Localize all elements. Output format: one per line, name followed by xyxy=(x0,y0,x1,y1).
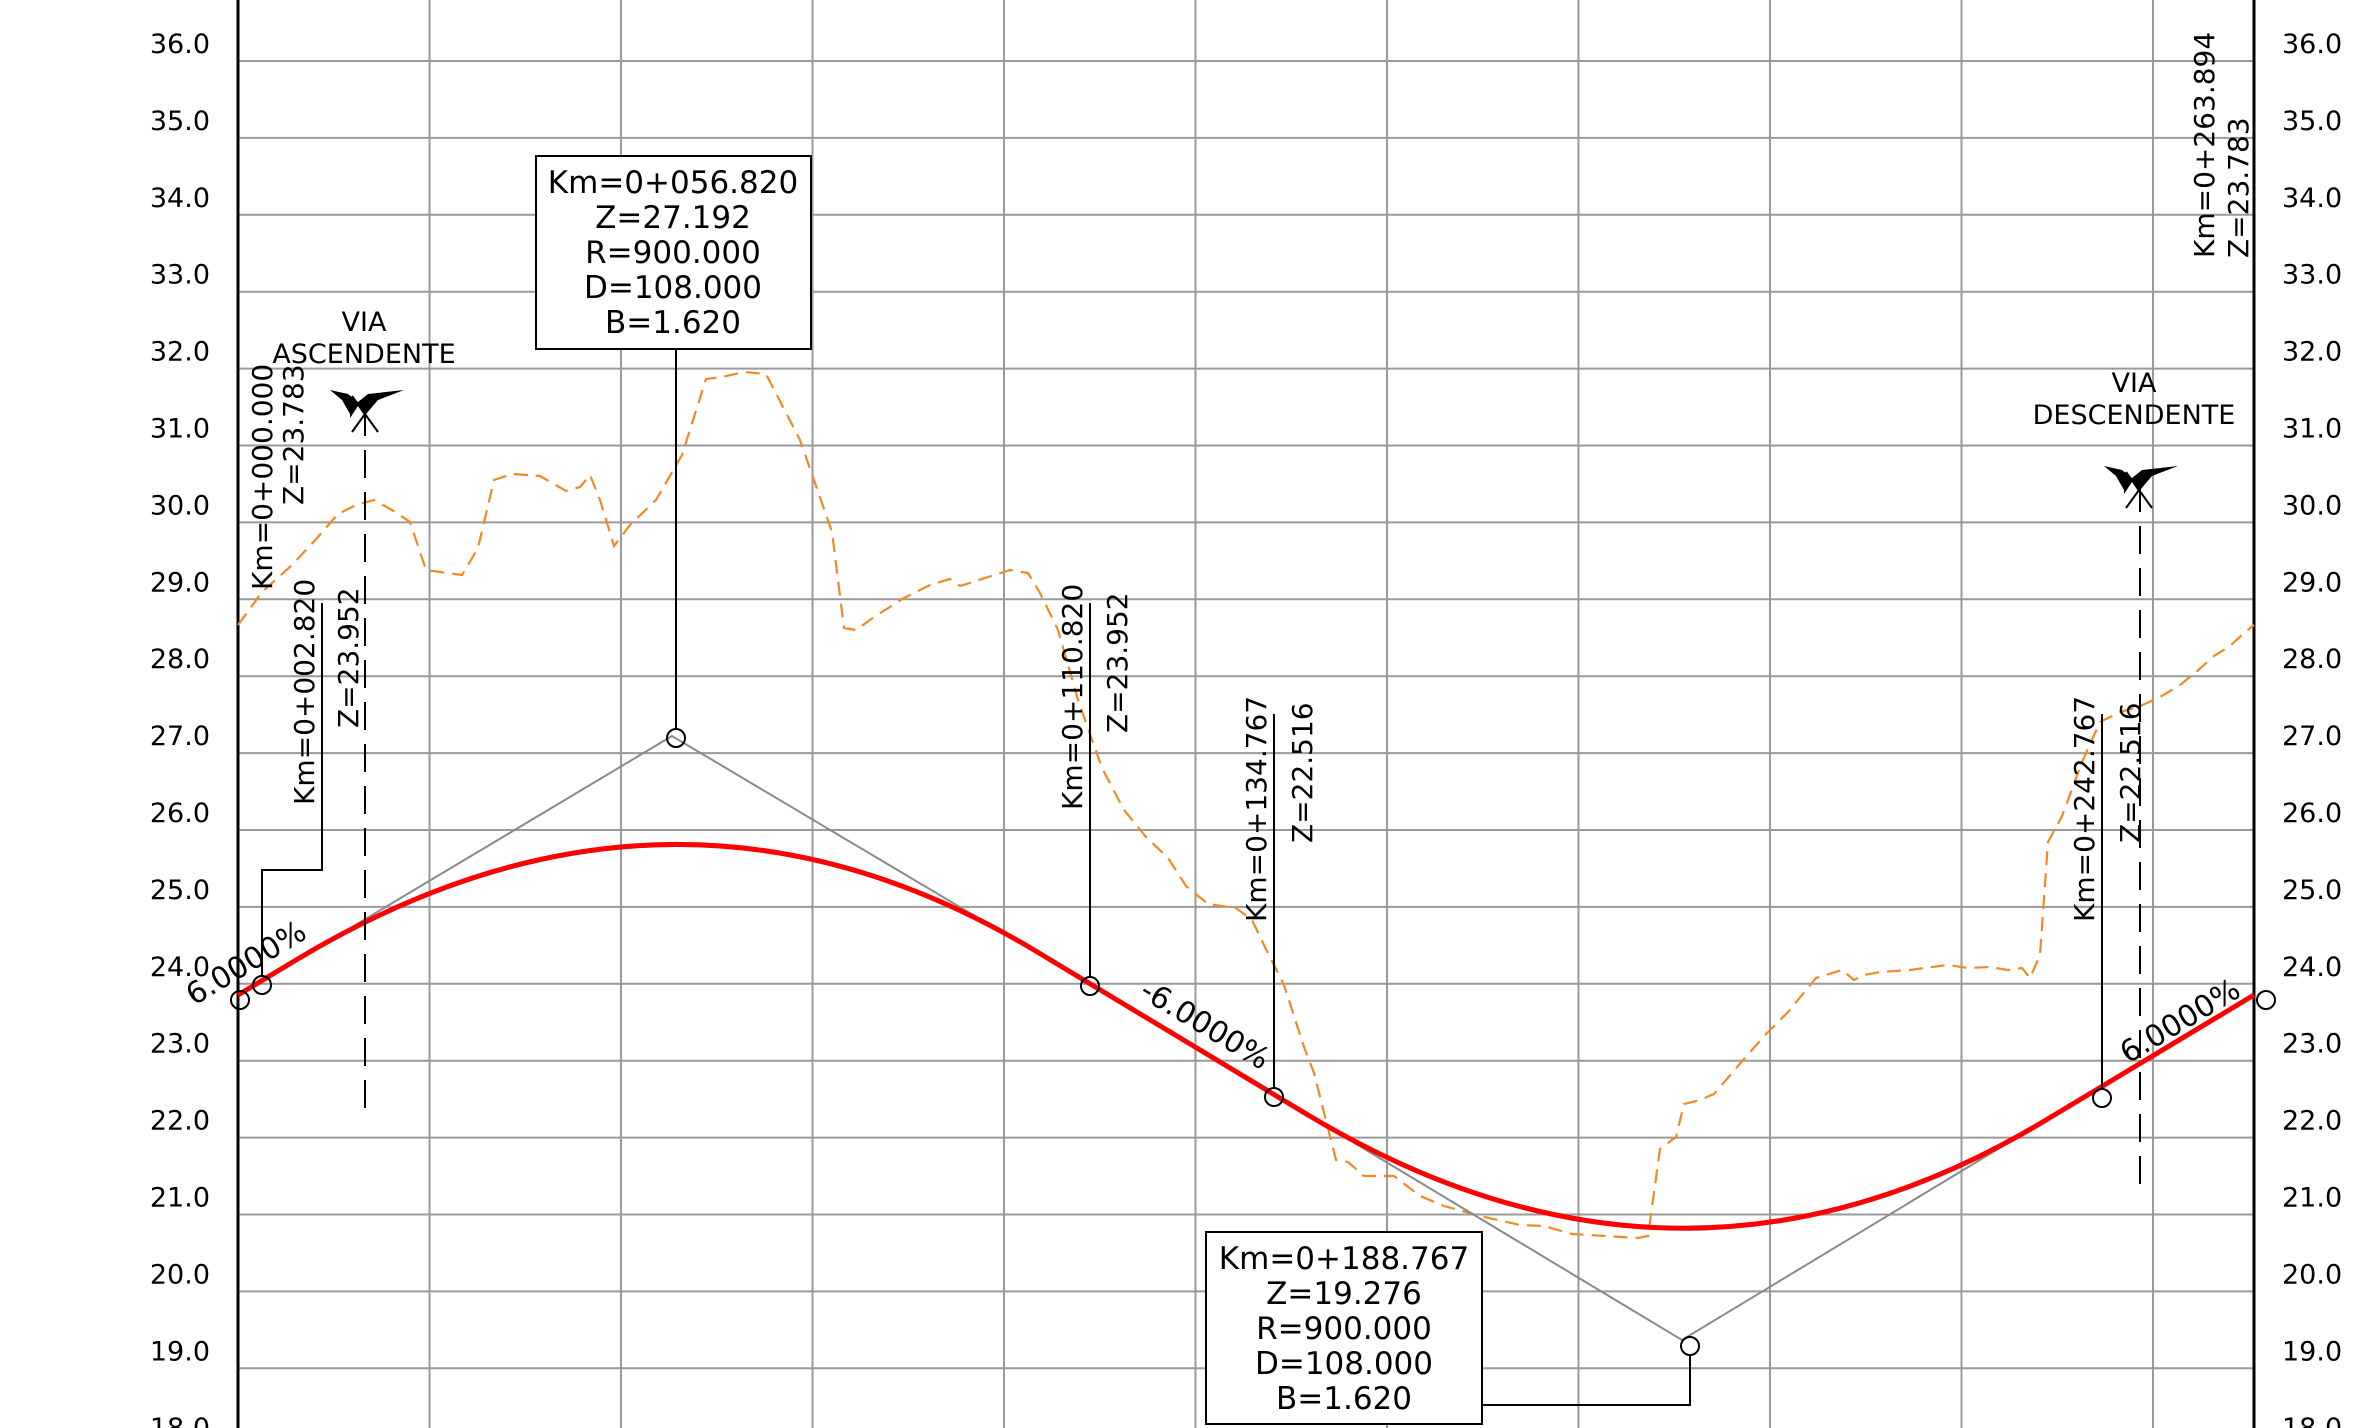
station-110-z: Z=23.952 xyxy=(1101,592,1134,733)
y-tick-label-left: 35.0 xyxy=(150,106,210,137)
terrain-line xyxy=(237,370,2255,1240)
leader-002 xyxy=(261,603,323,976)
track-ascending: VIA ASCENDENTE xyxy=(272,307,456,1110)
vertical-curve-box-2: Km=0+188.767 Z=19.276 R=900.000 D=108.00… xyxy=(1205,1231,1483,1425)
point-marker-242 xyxy=(2092,1088,2112,1108)
y-tick-label-left: 36.0 xyxy=(150,29,210,60)
station-263-km: Km=0+263.894 xyxy=(2188,32,2221,258)
station-label-110: Km=0+110.820 Z=23.952 xyxy=(1056,584,1134,810)
curve2-b: B=1.620 xyxy=(1276,1381,1412,1417)
y-tick-label-right: 24.0 xyxy=(2282,952,2342,983)
y-tick-label-right: 19.0 xyxy=(2282,1336,2342,1367)
curve2-d: D=108.000 xyxy=(1255,1346,1433,1382)
curve2-leader xyxy=(1482,1355,1691,1406)
y-tick-label-left: 19.0 xyxy=(150,1336,210,1367)
y-tick-label-right: 27.0 xyxy=(2282,721,2342,752)
y-tick-label-left: 18.0 xyxy=(150,1413,210,1428)
y-tick-label-left: 32.0 xyxy=(150,337,210,368)
track-ascending-line1: VIA xyxy=(342,307,387,338)
y-tick-label-left: 23.0 xyxy=(150,1029,210,1060)
y-tick-label-left: 34.0 xyxy=(150,183,210,214)
y-tick-label-right: 20.0 xyxy=(2282,1259,2342,1290)
station-110-km: Km=0+110.820 xyxy=(1056,584,1089,810)
y-tick-label-right: 28.0 xyxy=(2282,644,2342,675)
curve1-r: R=900.000 xyxy=(585,235,761,271)
station-label-002: Km=0+002.820 Z=23.952 xyxy=(288,579,365,805)
vertical-curve-box-1: Km=0+056.820 Z=27.192 R=900.000 D=108.00… xyxy=(535,155,812,350)
y-tick-label-right: 36.0 xyxy=(2282,29,2342,60)
station-label-000: Km=0+000.000 Z=23.783 xyxy=(246,364,310,590)
y-tick-label-right: 22.0 xyxy=(2282,1106,2342,1137)
y-tick-label-left: 31.0 xyxy=(150,414,210,445)
y-tick-label-left: 22.0 xyxy=(150,1106,210,1137)
y-tick-label-right: 18.0 xyxy=(2282,1413,2342,1428)
y-tick-label-left: 33.0 xyxy=(150,260,210,291)
y-tick-label-right: 31.0 xyxy=(2282,414,2342,445)
y-axis-labels-right: 36.0 35.0 34.0 33.0 32.0 31.0 30.0 29.0 28.0 27.0… xyxy=(2282,29,2342,1428)
y-tick-label-right: 33.0 xyxy=(2282,260,2342,291)
station-134-km: Km=0+134.767 xyxy=(1240,696,1273,922)
y-tick-label-right: 26.0 xyxy=(2282,798,2342,829)
station-000-km: Km=0+000.000 xyxy=(246,364,279,590)
curve2-z: Z=19.276 xyxy=(1266,1276,1422,1312)
y-tick-label-right: 23.0 xyxy=(2282,1029,2342,1060)
y-tick-label-right: 30.0 xyxy=(2282,490,2342,521)
curve1-pi-marker xyxy=(666,728,686,748)
y-tick-label-left: 28.0 xyxy=(150,644,210,675)
track-ascending-line2: ASCENDENTE xyxy=(272,339,455,370)
curve2-km: Km=0+188.767 xyxy=(1219,1241,1469,1277)
curve1-b: B=1.620 xyxy=(605,305,741,341)
curve1-z: Z=27.192 xyxy=(595,200,751,236)
y-tick-label-right: 29.0 xyxy=(2282,567,2342,598)
y-tick-label-right: 34.0 xyxy=(2282,183,2342,214)
y-tick-label-left: 30.0 xyxy=(150,490,210,521)
station-label-242: Km=0+242.767 Z=22.516 xyxy=(2068,696,2147,922)
y-tick-label-left: 29.0 xyxy=(150,567,210,598)
curve1-km: Km=0+056.820 xyxy=(548,165,798,201)
station-002-km: Km=0+002.820 xyxy=(288,579,321,805)
y-tick-label-left: 20.0 xyxy=(150,1259,210,1290)
station-label-134: Km=0+134.767 Z=22.516 xyxy=(1240,696,1319,922)
station-242-km: Km=0+242.767 xyxy=(2068,696,2101,922)
curve1-d: D=108.000 xyxy=(584,270,762,306)
track-descending-line2: DESCENDENTE xyxy=(2033,400,2236,431)
y-axis-labels-left: 36.0 35.0 34.0 33.0 32.0 31.0 30.0 29.0 28.0 27.0… xyxy=(150,29,210,1428)
y-tick-label-left: 25.0 xyxy=(150,875,210,906)
y-tick-label-right: 25.0 xyxy=(2282,875,2342,906)
station-002-z: Z=23.952 xyxy=(332,587,365,728)
station-263-z: Z=23.783 xyxy=(2222,117,2255,258)
grade-line xyxy=(236,841,2256,1231)
y-tick-label-right: 35.0 xyxy=(2282,106,2342,137)
y-tick-label-left: 26.0 xyxy=(150,798,210,829)
station-000-z: Z=23.783 xyxy=(277,364,310,505)
curve2-r: R=900.000 xyxy=(1256,1311,1432,1347)
y-tick-label-right: 21.0 xyxy=(2282,1183,2342,1214)
y-tick-label-left: 21.0 xyxy=(150,1183,210,1214)
station-134-z: Z=22.516 xyxy=(1286,702,1319,843)
grade-label-3: 6.0000% xyxy=(2114,972,2246,1071)
point-marker-start xyxy=(230,990,250,1010)
track-descending-line1: VIA xyxy=(2112,368,2157,399)
track-descending-marker-icon xyxy=(2104,466,2178,494)
y-tick-label-right: 32.0 xyxy=(2282,337,2342,368)
track-descending: VIA DESCENDENTE xyxy=(2033,368,2236,1190)
station-242-z: Z=22.516 xyxy=(2114,702,2147,843)
y-tick-label-left: 24.0 xyxy=(150,952,210,983)
y-tick-label-left: 27.0 xyxy=(150,721,210,752)
curve2-pi-marker xyxy=(1680,1336,1700,1356)
station-label-263: Km=0+263.894 Z=23.783 xyxy=(2188,32,2255,258)
track-ascending-marker-icon xyxy=(330,390,404,418)
point-marker-end xyxy=(2256,990,2276,1010)
